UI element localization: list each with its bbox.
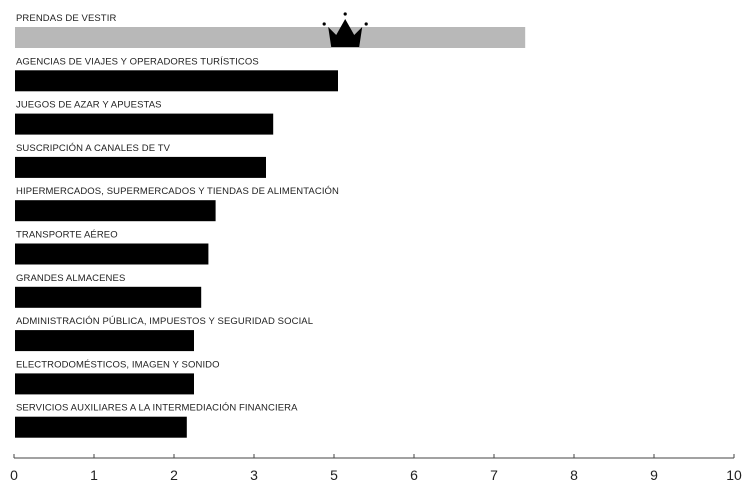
x-tick-label: 1 [90,467,98,483]
category-label: PRENDAS DE VESTIR [16,13,116,24]
x-tick-label: 0 [10,467,18,483]
bar [15,286,202,308]
x-tick-label: 2 [170,467,178,483]
category-label: GRANDES ALMACENES [16,273,125,284]
x-tick-label: 5 [330,467,338,483]
bars-layer [15,27,526,438]
crown-jewel-icon [322,22,326,26]
x-tick-label: 6 [410,467,418,483]
bar [15,416,187,438]
bar [15,156,266,178]
category-label: JUEGOS DE AZAR Y APUESTAS [16,100,162,111]
category-label: HIPERMERCADOS, SUPERMERCADOS Y TIENDAS D… [16,186,339,197]
category-label: ELECTRODOMÉSTICOS, IMAGEN Y SONIDO [16,359,220,370]
bar [15,373,194,395]
category-labels: PRENDAS DE VESTIR AGENCIAS DE VIAJES Y OP… [16,13,339,414]
x-tick-label: 10 [726,467,742,483]
bar [15,113,274,135]
crown-jewel-icon [364,22,368,26]
x-tick-label: 3 [250,467,258,483]
crown-icon [328,19,363,47]
bar [15,200,216,222]
crown-icon [322,12,368,47]
category-label: SUSCRIPCIÓN A CANALES DE TV [16,143,171,154]
x-tick-label: 8 [570,467,578,483]
category-label: AGENCIAS DE VIAJES Y OPERADORES TURÍSTIC… [16,56,259,67]
highlighted-bar [15,27,526,48]
bar [15,243,209,265]
crown-jewel-icon [343,12,347,16]
category-label: TRANSPORTE AÉREO [16,230,118,241]
x-axis: 0 1 2 3 5 6 7 8 9 10 [10,454,742,483]
category-label: SERVICIOS AUXILIARES A LA INTERMEDIACIÓN… [16,403,298,414]
bar [15,70,338,92]
bar [15,330,194,352]
category-label: ADMINISTRACIÓN PÚBLICA, IMPUESTOS Y SEGU… [16,316,313,327]
x-tick-label: 9 [650,467,658,483]
x-tick-label: 7 [490,467,498,483]
